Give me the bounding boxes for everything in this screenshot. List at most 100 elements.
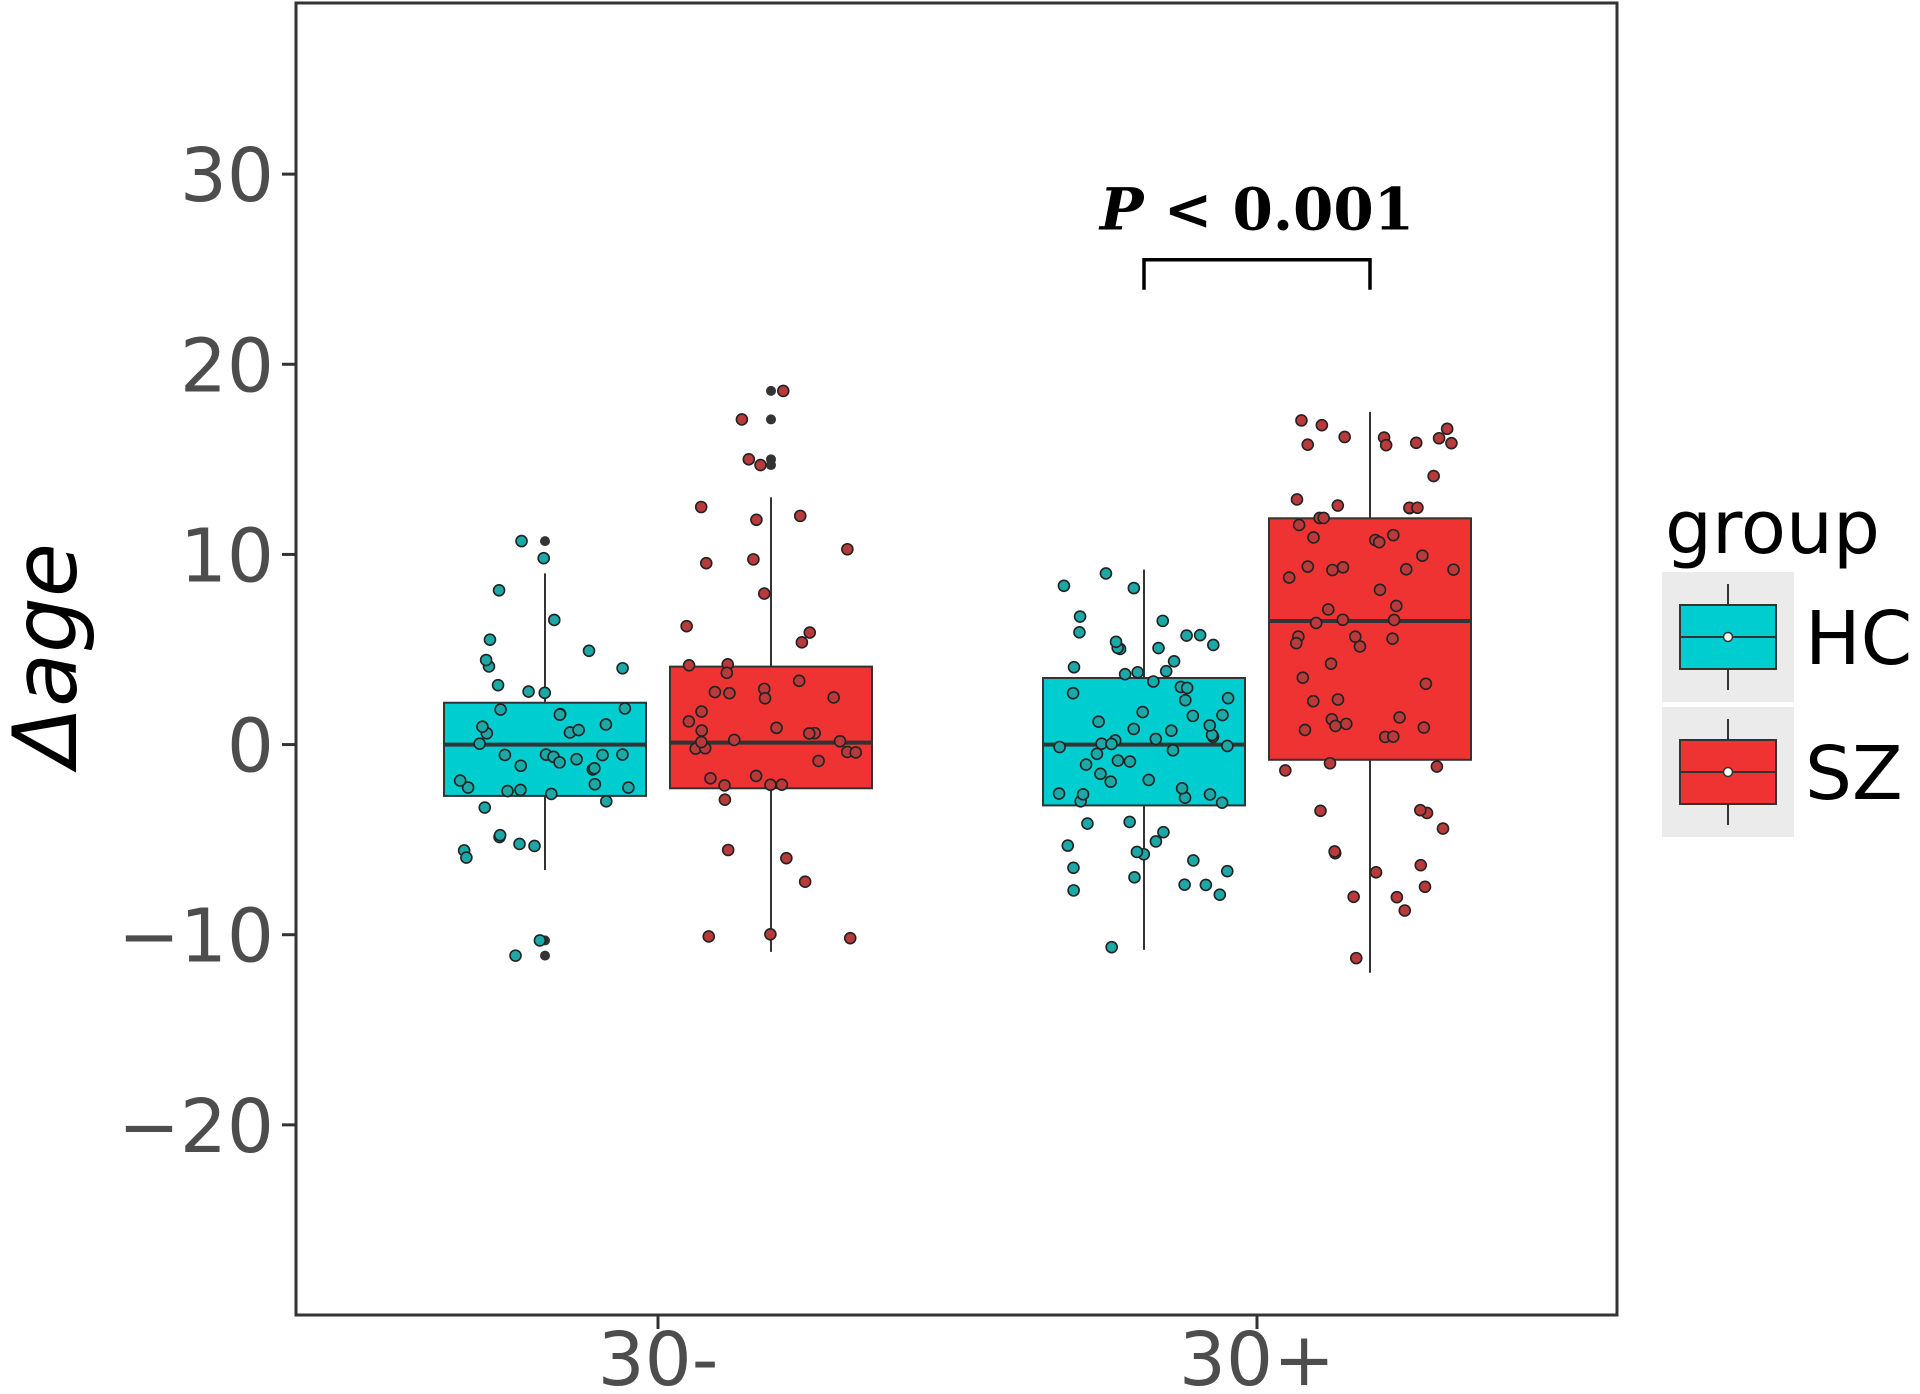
data-point bbox=[582, 644, 596, 658]
data-point bbox=[1331, 499, 1345, 512]
data-point bbox=[1427, 469, 1440, 483]
data-point bbox=[1109, 635, 1123, 649]
data-point bbox=[479, 653, 493, 667]
data-point bbox=[1339, 717, 1353, 731]
data-point bbox=[757, 587, 771, 600]
data-point bbox=[1175, 782, 1189, 795]
data-point bbox=[1073, 610, 1087, 623]
data-point bbox=[1290, 493, 1304, 506]
data-point bbox=[1215, 796, 1229, 809]
data-point bbox=[1067, 660, 1081, 674]
data-point bbox=[770, 721, 783, 735]
data-point bbox=[812, 754, 825, 768]
data-point bbox=[1123, 755, 1137, 768]
data-point bbox=[718, 793, 732, 806]
data-point bbox=[1387, 613, 1401, 627]
data-point bbox=[750, 513, 763, 527]
data-point bbox=[1349, 951, 1363, 965]
data-point bbox=[553, 756, 566, 769]
data-point bbox=[616, 661, 629, 675]
data-point bbox=[1331, 693, 1345, 706]
data-point bbox=[1167, 655, 1181, 668]
data-point bbox=[1307, 531, 1320, 544]
data-point bbox=[1157, 825, 1170, 839]
data-point bbox=[695, 724, 709, 737]
data-point bbox=[1213, 888, 1227, 901]
data-point bbox=[1221, 691, 1235, 705]
data-point bbox=[775, 778, 789, 792]
data-point bbox=[803, 626, 817, 639]
data-point bbox=[1149, 732, 1163, 746]
data-point bbox=[1067, 861, 1080, 875]
data-point bbox=[1328, 845, 1341, 858]
data-point bbox=[498, 748, 512, 762]
outlier-point bbox=[766, 460, 776, 471]
data-point bbox=[1430, 760, 1444, 773]
data-point bbox=[522, 685, 535, 698]
data-point bbox=[1386, 632, 1399, 646]
data-point bbox=[718, 779, 731, 792]
data-point bbox=[1180, 629, 1193, 642]
data-point bbox=[1061, 839, 1075, 852]
data-point bbox=[599, 718, 613, 731]
outlier-point bbox=[540, 536, 550, 547]
y-tick-label: 10 bbox=[180, 513, 274, 599]
data-point bbox=[461, 781, 475, 794]
data-point bbox=[1379, 438, 1393, 452]
data-point bbox=[1409, 436, 1423, 450]
data-point bbox=[1329, 719, 1342, 733]
data-point bbox=[1221, 739, 1234, 753]
data-point bbox=[780, 851, 793, 865]
data-point bbox=[1067, 884, 1080, 897]
data-point bbox=[1092, 715, 1105, 728]
data-point bbox=[720, 666, 734, 680]
data-point bbox=[1187, 854, 1200, 867]
data-point bbox=[1186, 709, 1200, 723]
data-point bbox=[827, 691, 840, 704]
data-point bbox=[1099, 567, 1113, 580]
data-point bbox=[1386, 730, 1400, 743]
data-point bbox=[699, 556, 713, 570]
data-point bbox=[491, 678, 505, 692]
data-point bbox=[1199, 878, 1213, 892]
data-point bbox=[723, 686, 736, 700]
data-point bbox=[1306, 694, 1320, 708]
data-point bbox=[596, 748, 609, 762]
data-point bbox=[1373, 583, 1387, 597]
data-point bbox=[749, 769, 763, 783]
data-point bbox=[1279, 764, 1292, 777]
data-point bbox=[599, 795, 613, 808]
data-point bbox=[1432, 431, 1446, 445]
data-point bbox=[708, 685, 722, 699]
legend-label-sz: SZ bbox=[1805, 731, 1903, 817]
data-point bbox=[537, 551, 550, 565]
data-point bbox=[841, 542, 854, 556]
x-tick-label: 30+ bbox=[1179, 1317, 1335, 1389]
data-point bbox=[792, 674, 806, 688]
data-point bbox=[1390, 599, 1403, 613]
data-point bbox=[1142, 773, 1156, 787]
data-point bbox=[1147, 675, 1160, 688]
data-point bbox=[1398, 904, 1412, 917]
legend-label-hc: HC bbox=[1805, 596, 1912, 682]
data-point bbox=[721, 843, 735, 857]
data-point bbox=[1289, 636, 1303, 650]
data-point bbox=[742, 453, 756, 466]
data-point bbox=[1324, 657, 1338, 670]
data-point bbox=[1440, 422, 1454, 436]
data-point bbox=[1178, 878, 1191, 891]
data-point bbox=[1094, 767, 1107, 781]
data-point bbox=[1411, 501, 1424, 515]
data-point bbox=[1081, 817, 1094, 830]
data-point bbox=[570, 752, 583, 766]
significance-bracket bbox=[1142, 257, 1372, 290]
data-point bbox=[1073, 626, 1086, 639]
data-point bbox=[1349, 630, 1362, 643]
data-point bbox=[1203, 788, 1217, 801]
data-point bbox=[1152, 641, 1165, 655]
data-point bbox=[1369, 866, 1383, 879]
data-point bbox=[1052, 787, 1066, 800]
data-point bbox=[1180, 681, 1194, 695]
